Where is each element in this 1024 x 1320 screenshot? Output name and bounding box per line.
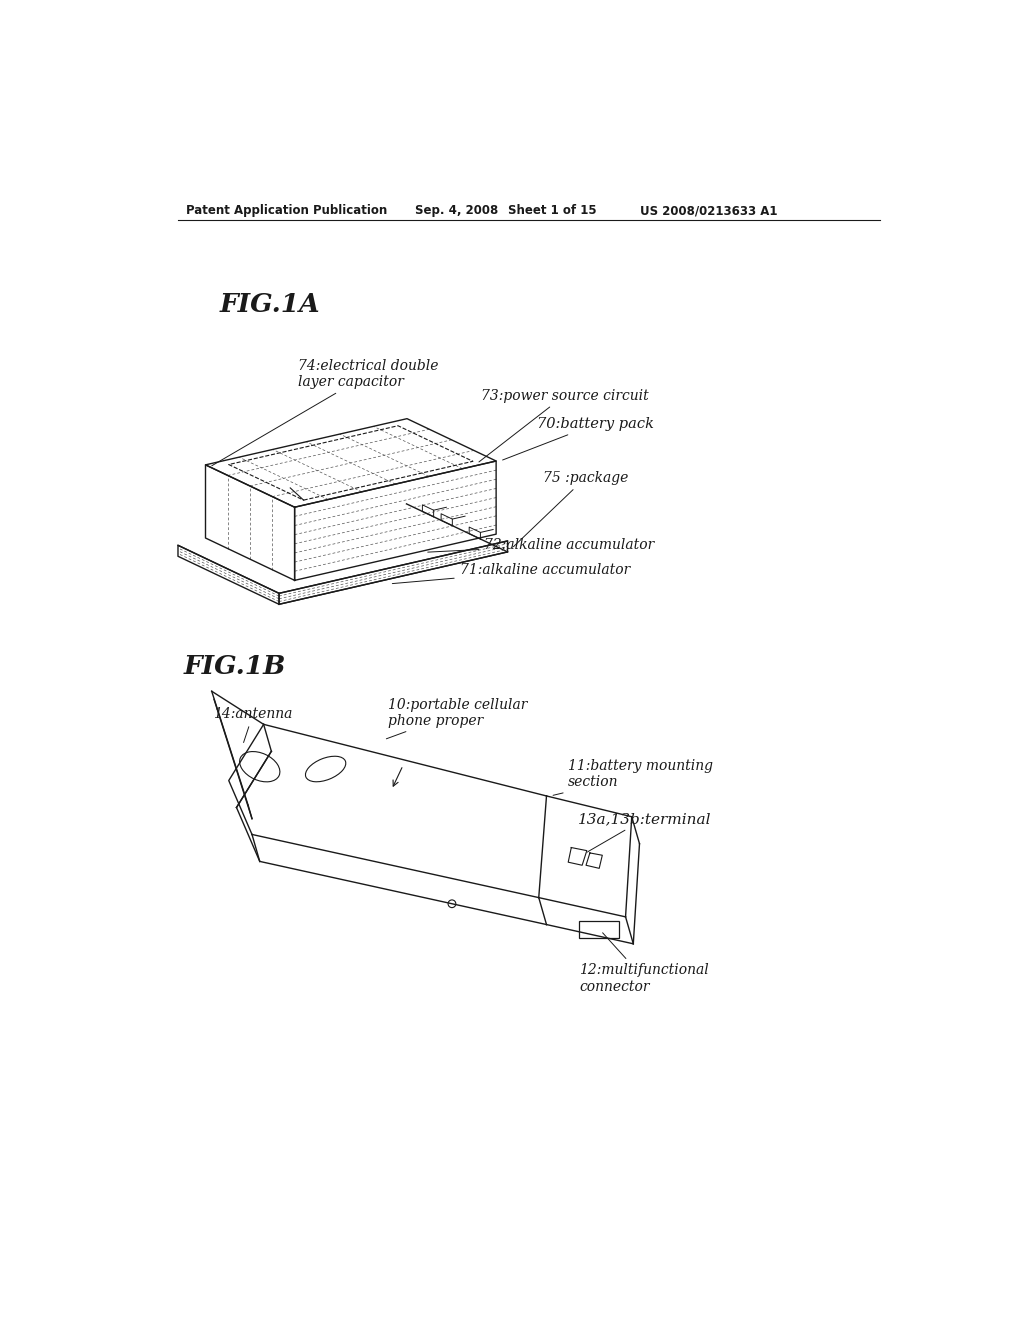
Text: 14:antenna: 14:antenna bbox=[213, 708, 293, 743]
Text: US 2008/0213633 A1: US 2008/0213633 A1 bbox=[640, 205, 777, 218]
Text: 73:power source circuit: 73:power source circuit bbox=[479, 388, 648, 462]
Text: 74:electrical double
layer capacitor: 74:electrical double layer capacitor bbox=[212, 359, 439, 466]
Text: Patent Application Publication: Patent Application Publication bbox=[186, 205, 387, 218]
Text: 10:portable cellular
phone proper: 10:portable cellular phone proper bbox=[386, 698, 527, 739]
Text: Sheet 1 of 15: Sheet 1 of 15 bbox=[508, 205, 596, 218]
Text: FIG.1B: FIG.1B bbox=[183, 655, 286, 678]
Text: 72:alkaline accumulator: 72:alkaline accumulator bbox=[428, 539, 654, 552]
Text: 71:alkaline accumulator: 71:alkaline accumulator bbox=[392, 564, 630, 583]
Bar bbox=[579, 921, 620, 937]
Text: 11:battery mounting
section: 11:battery mounting section bbox=[553, 759, 713, 796]
Polygon shape bbox=[568, 847, 587, 866]
Text: FIG.1A: FIG.1A bbox=[219, 292, 321, 317]
Text: 70:battery pack: 70:battery pack bbox=[503, 417, 654, 459]
Text: 13a,13b:terminal: 13a,13b:terminal bbox=[578, 812, 711, 855]
Text: Sep. 4, 2008: Sep. 4, 2008 bbox=[415, 205, 498, 218]
Polygon shape bbox=[586, 853, 602, 869]
Text: 75 :package: 75 :package bbox=[513, 471, 628, 546]
Text: 12:multifunctional
connector: 12:multifunctional connector bbox=[579, 933, 709, 994]
